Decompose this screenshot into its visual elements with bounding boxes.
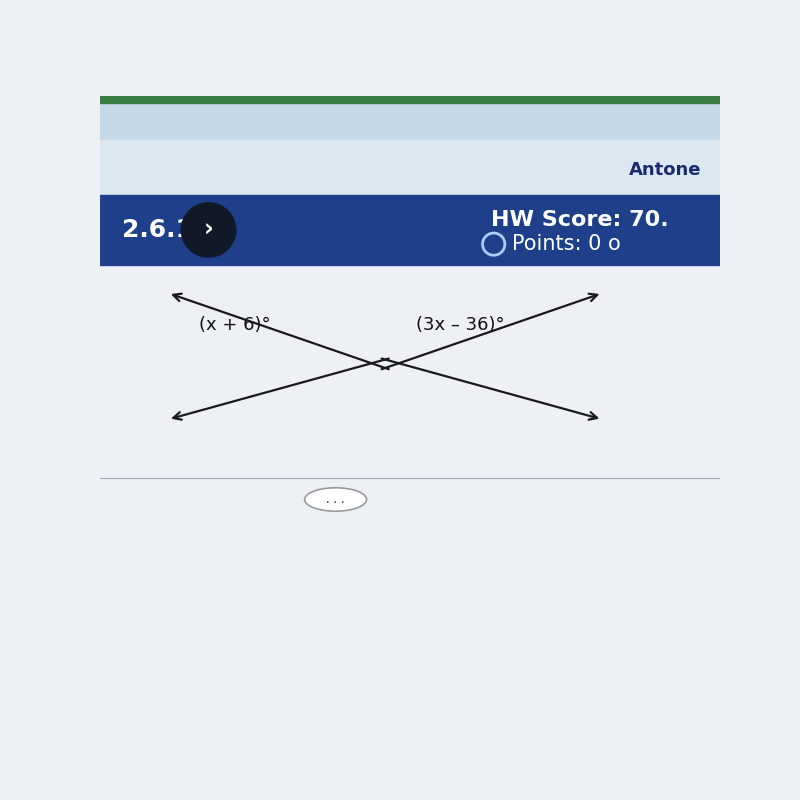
Text: (x + 6)°: (x + 6)° xyxy=(199,316,271,334)
Bar xyxy=(100,96,720,103)
Text: (3x – 36)°: (3x – 36)° xyxy=(416,316,505,334)
Text: ›: › xyxy=(204,218,214,242)
Text: 2.6.16: 2.6.16 xyxy=(122,218,210,242)
Text: HW Score: 70.: HW Score: 70. xyxy=(490,210,668,230)
Bar xyxy=(100,194,720,266)
Text: ...: ... xyxy=(324,493,347,506)
Bar xyxy=(100,96,720,140)
Bar xyxy=(100,266,720,712)
Text: Antone: Antone xyxy=(629,161,702,179)
Bar xyxy=(100,140,720,194)
Ellipse shape xyxy=(305,488,366,511)
Text: Points: 0 o: Points: 0 o xyxy=(512,234,621,254)
Circle shape xyxy=(182,203,236,257)
